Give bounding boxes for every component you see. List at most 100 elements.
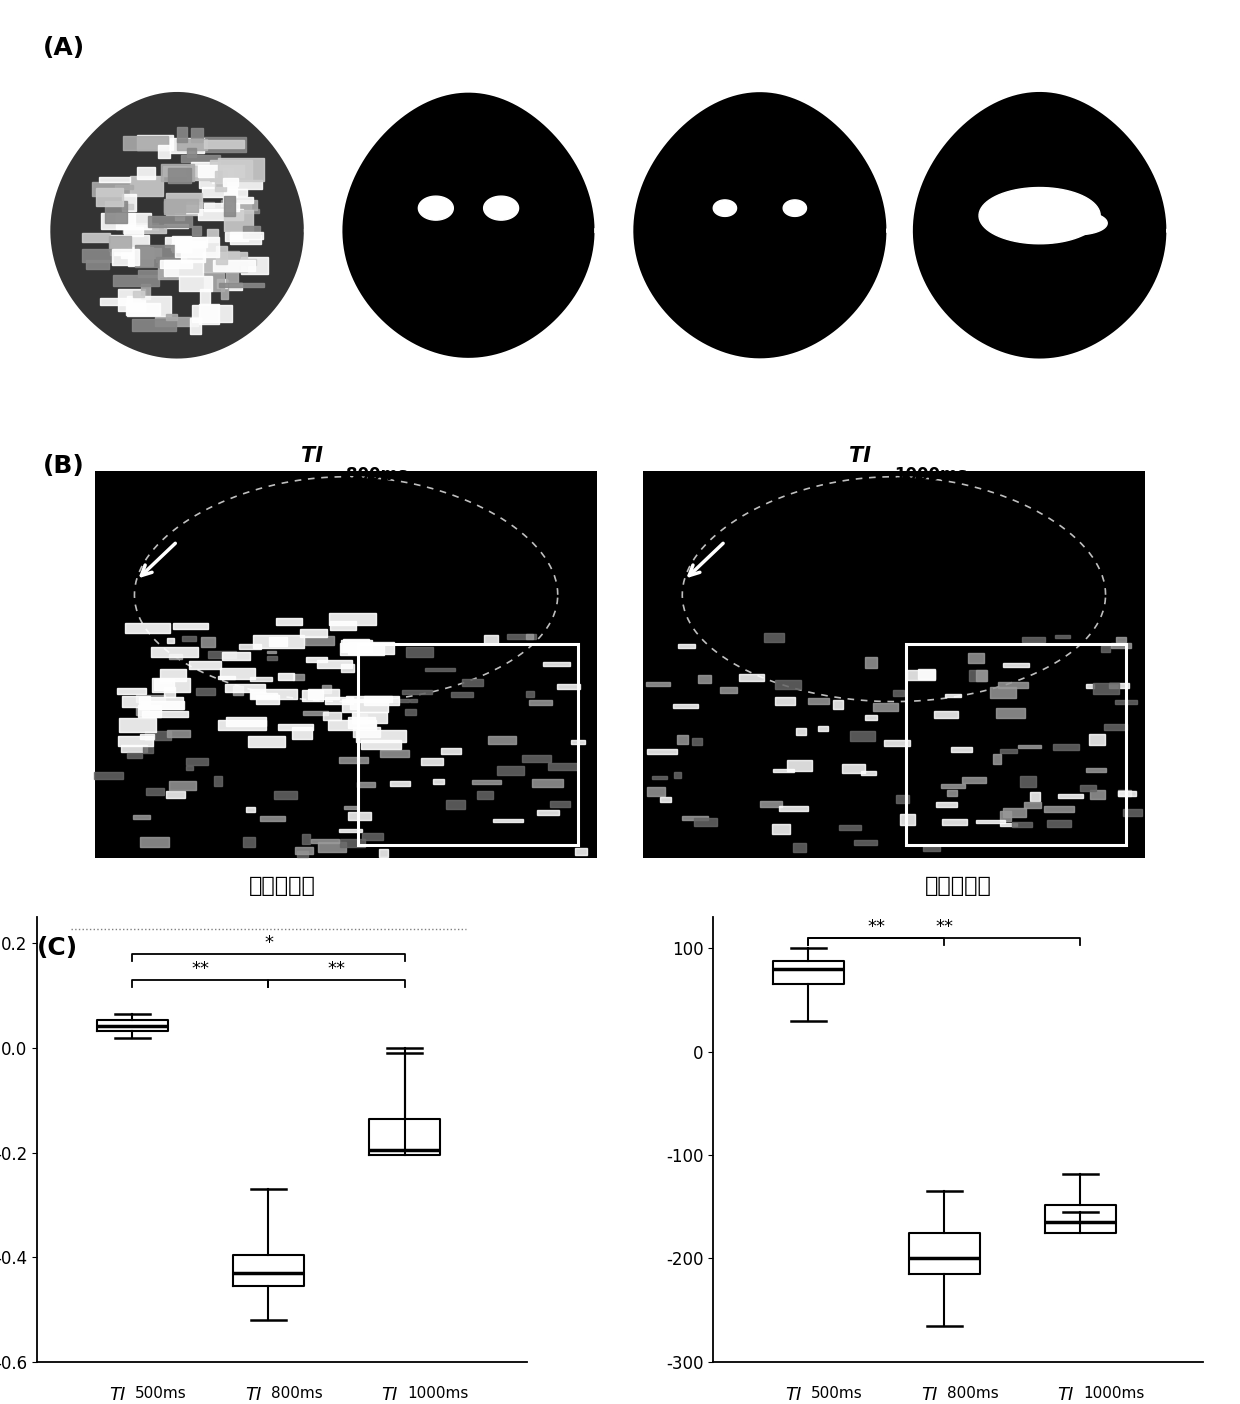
Polygon shape <box>548 764 578 769</box>
Polygon shape <box>306 657 327 661</box>
Polygon shape <box>942 820 967 826</box>
Polygon shape <box>207 229 218 241</box>
Polygon shape <box>141 285 150 299</box>
Polygon shape <box>1047 212 1107 234</box>
Polygon shape <box>1086 684 1094 688</box>
Text: TI: TI <box>382 1386 398 1404</box>
Polygon shape <box>205 272 224 291</box>
Polygon shape <box>1115 701 1137 703</box>
Polygon shape <box>1118 790 1136 796</box>
Polygon shape <box>1048 820 1071 827</box>
Polygon shape <box>660 796 671 802</box>
Text: 1000ms: 1000ms <box>1039 77 1095 91</box>
Polygon shape <box>854 840 877 845</box>
Polygon shape <box>159 145 170 157</box>
Polygon shape <box>160 668 186 681</box>
Polygon shape <box>120 249 161 258</box>
Polygon shape <box>341 840 366 847</box>
Polygon shape <box>549 800 570 807</box>
Polygon shape <box>192 226 201 234</box>
Polygon shape <box>779 806 808 810</box>
Polygon shape <box>348 812 371 820</box>
Text: **: ** <box>867 918 885 936</box>
Polygon shape <box>353 727 381 737</box>
Polygon shape <box>1003 663 1029 667</box>
Polygon shape <box>211 160 252 181</box>
Polygon shape <box>269 637 288 646</box>
Polygon shape <box>900 814 915 824</box>
Polygon shape <box>169 167 191 183</box>
Polygon shape <box>348 642 394 654</box>
Polygon shape <box>484 197 518 220</box>
Polygon shape <box>278 723 312 730</box>
Polygon shape <box>526 635 533 639</box>
Polygon shape <box>884 740 910 746</box>
Polygon shape <box>196 688 216 695</box>
Polygon shape <box>234 260 257 265</box>
Polygon shape <box>219 282 264 286</box>
Polygon shape <box>274 792 298 799</box>
Polygon shape <box>170 139 205 153</box>
Polygon shape <box>171 244 187 250</box>
Polygon shape <box>361 740 401 750</box>
Polygon shape <box>673 772 681 778</box>
Polygon shape <box>151 678 191 692</box>
Text: 800ms: 800ms <box>760 77 807 91</box>
Polygon shape <box>217 279 227 288</box>
Text: 500ms: 500ms <box>177 77 224 91</box>
Polygon shape <box>322 685 331 694</box>
Text: TI: TI <box>438 53 456 73</box>
Polygon shape <box>164 201 185 213</box>
Polygon shape <box>304 712 329 715</box>
Polygon shape <box>528 699 552 705</box>
Text: (B): (B) <box>43 453 84 477</box>
Polygon shape <box>968 653 985 663</box>
Polygon shape <box>200 288 210 305</box>
Polygon shape <box>100 298 133 305</box>
Polygon shape <box>243 226 260 239</box>
Polygon shape <box>1018 746 1040 748</box>
Polygon shape <box>99 177 130 183</box>
Polygon shape <box>572 740 585 744</box>
Polygon shape <box>118 289 145 312</box>
Polygon shape <box>784 199 806 216</box>
Text: TI: TI <box>146 53 165 73</box>
Polygon shape <box>694 817 717 826</box>
Text: TI: TI <box>109 1386 125 1404</box>
Text: TI: TI <box>921 1386 937 1404</box>
Polygon shape <box>945 695 961 698</box>
Polygon shape <box>167 730 190 737</box>
Polygon shape <box>842 764 864 772</box>
Polygon shape <box>213 260 255 271</box>
Polygon shape <box>352 712 387 723</box>
Polygon shape <box>720 687 738 694</box>
Polygon shape <box>558 684 580 689</box>
Polygon shape <box>169 654 182 658</box>
Polygon shape <box>365 696 399 705</box>
Text: TI: TI <box>848 446 870 466</box>
Polygon shape <box>997 708 1025 717</box>
Polygon shape <box>82 233 110 241</box>
Text: TI: TI <box>729 53 748 73</box>
Polygon shape <box>226 265 238 282</box>
Polygon shape <box>224 195 234 216</box>
Polygon shape <box>947 790 957 796</box>
Polygon shape <box>138 705 161 717</box>
Polygon shape <box>253 635 304 649</box>
Polygon shape <box>362 833 383 840</box>
Polygon shape <box>113 275 159 286</box>
Polygon shape <box>117 688 146 694</box>
Polygon shape <box>1024 802 1042 809</box>
Polygon shape <box>94 772 123 778</box>
Polygon shape <box>219 668 255 680</box>
Polygon shape <box>739 674 764 681</box>
Polygon shape <box>445 800 465 809</box>
Text: 800ms: 800ms <box>346 466 408 483</box>
Polygon shape <box>200 305 219 324</box>
Polygon shape <box>796 727 806 736</box>
Polygon shape <box>128 247 154 265</box>
Polygon shape <box>1044 806 1074 812</box>
Polygon shape <box>95 188 123 206</box>
Polygon shape <box>159 680 171 682</box>
Polygon shape <box>186 758 208 765</box>
